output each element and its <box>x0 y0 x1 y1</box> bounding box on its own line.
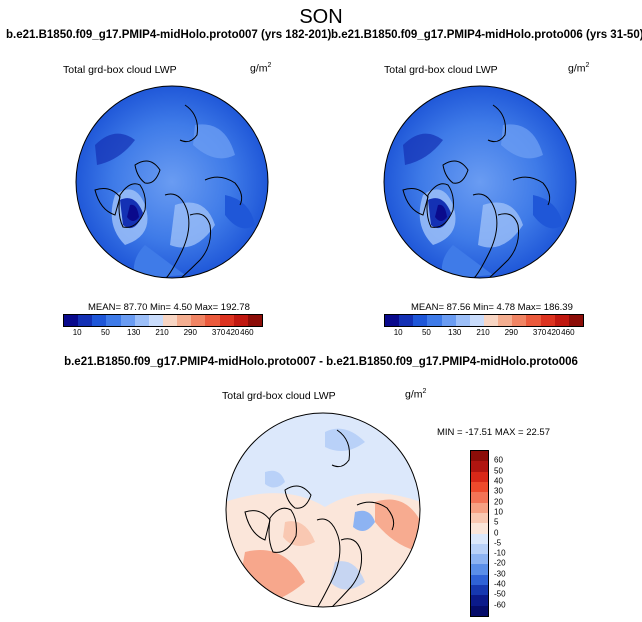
colorbar-tick-label: 20 <box>494 497 503 507</box>
colorbar-tick-label: 210 <box>155 328 169 337</box>
colorbar-swatch <box>399 315 414 326</box>
colorbar-swatch <box>471 461 488 472</box>
colorbar-tick-label: 10 <box>393 328 403 337</box>
colorbar-swatch <box>120 315 135 326</box>
difference-stats: MIN = -17.51 MAX = 22.57 <box>437 427 551 438</box>
colorbar-tick-label: 370 <box>532 328 547 337</box>
colorbar-tick-label: 290 <box>183 328 197 337</box>
colorbar-swatch <box>413 315 428 326</box>
colorbar-swatch <box>455 315 470 326</box>
colorbar-tick-label: 370 <box>211 328 226 337</box>
colorbar-swatch <box>471 605 488 616</box>
colorbar-swatch <box>191 315 206 326</box>
colorbar-tick-label: 10 <box>72 328 82 337</box>
left-polar-map <box>75 85 269 279</box>
difference-colorbar <box>470 450 489 617</box>
colorbar-swatch <box>512 315 527 326</box>
colorbar-swatch <box>554 315 569 326</box>
difference-polar-map <box>225 412 421 608</box>
colorbar-swatch <box>471 595 488 606</box>
colorbar-swatch <box>568 315 583 326</box>
colorbar-swatch <box>471 451 488 462</box>
colorbar-tick-label: -5 <box>494 538 502 548</box>
colorbar-tick-label: -20 <box>494 558 506 568</box>
colorbar-swatch <box>233 315 248 326</box>
colorbar-swatch <box>78 315 93 326</box>
colorbar-tick-label: -50 <box>494 589 506 599</box>
colorbar-swatch <box>92 315 107 326</box>
colorbar-swatch <box>471 512 488 524</box>
colorbar-swatch <box>498 315 513 326</box>
colorbar-swatch <box>471 533 488 544</box>
difference-variable-label: Total grd-box cloud LWP <box>222 390 336 402</box>
colorbar-swatch <box>483 315 499 326</box>
colorbar-swatch <box>441 315 456 326</box>
colorbar-swatch <box>219 315 234 326</box>
colorbar-swatch <box>471 523 488 534</box>
colorbar-swatch <box>64 315 79 326</box>
right-variable-label: Total grd-box cloud LWP <box>384 64 498 76</box>
colorbar-tick-label: -30 <box>494 569 506 579</box>
colorbar-tick-label: 130 <box>448 328 462 337</box>
right-polar-map <box>383 85 577 279</box>
colorbar-tick-label: -60 <box>494 600 506 610</box>
colorbar-swatch <box>106 315 121 326</box>
colorbar-tick-label: 460 <box>240 328 254 337</box>
figure-title: SON <box>299 6 343 28</box>
colorbar-swatch <box>540 315 555 326</box>
left-stats: MEAN= 87.70 Min= 4.50 Max= 192.78 <box>88 302 250 313</box>
difference-units-label: g/m2 <box>405 388 427 401</box>
colorbar-tick-label: -40 <box>494 579 506 589</box>
colorbar-swatch <box>471 574 488 586</box>
colorbar-swatch <box>471 492 488 503</box>
colorbar-tick-label: 210 <box>476 328 490 337</box>
colorbar-swatch <box>469 315 484 326</box>
colorbar-swatch <box>205 315 220 326</box>
colorbar-tick-label: 60 <box>494 455 503 465</box>
left-variable-label: Total grd-box cloud LWP <box>63 64 177 76</box>
colorbar-tick-label: 460 <box>561 328 575 337</box>
colorbar-swatch <box>471 585 488 596</box>
colorbar-tick-label: 30 <box>494 486 503 496</box>
right-units-label: g/m2 <box>568 62 590 75</box>
colorbar-swatch <box>148 315 163 326</box>
colorbar-swatch <box>471 564 488 575</box>
colorbar-swatch <box>471 502 488 513</box>
colorbar-swatch <box>427 315 442 326</box>
left-colorbar <box>63 314 263 327</box>
colorbar-swatch <box>471 481 488 493</box>
colorbar-swatch <box>177 315 192 326</box>
left-units-label: g/m2 <box>250 62 272 75</box>
colorbar-tick-label: 5 <box>494 517 499 527</box>
colorbar-tick-label: 50 <box>494 466 503 476</box>
difference-title: b.e21.B1850.f09_g17.PMIP4-midHolo.proto0… <box>64 356 578 368</box>
colorbar-tick-label: 50 <box>421 328 431 337</box>
colorbar-swatch <box>471 471 488 482</box>
right-colorbar <box>384 314 584 327</box>
left-panel-title: b.e21.B1850.f09_g17.PMIP4-midHolo.proto0… <box>6 29 332 41</box>
colorbar-tick-label: 290 <box>504 328 518 337</box>
colorbar-swatch <box>134 315 149 326</box>
colorbar-tick-label: 130 <box>127 328 141 337</box>
colorbar-swatch <box>526 315 541 326</box>
colorbar-swatch <box>471 543 488 555</box>
colorbar-tick-label: 10 <box>494 507 503 517</box>
colorbar-swatch <box>471 554 488 565</box>
colorbar-swatch <box>385 315 400 326</box>
right-stats: MEAN= 87.56 Min= 4.78 Max= 186.39 <box>411 302 573 313</box>
colorbar-tick-label: 420 <box>226 328 240 337</box>
colorbar-tick-label: 420 <box>547 328 561 337</box>
colorbar-swatch <box>162 315 178 326</box>
right-panel-title: b.e21.B1850.f09_g17.PMIP4-midHolo.proto0… <box>331 29 642 41</box>
colorbar-tick-label: 40 <box>494 476 503 486</box>
colorbar-tick-label: 0 <box>494 528 499 537</box>
colorbar-swatch <box>247 315 262 326</box>
colorbar-tick-label: 50 <box>100 328 110 337</box>
colorbar-tick-label: -10 <box>494 548 506 558</box>
